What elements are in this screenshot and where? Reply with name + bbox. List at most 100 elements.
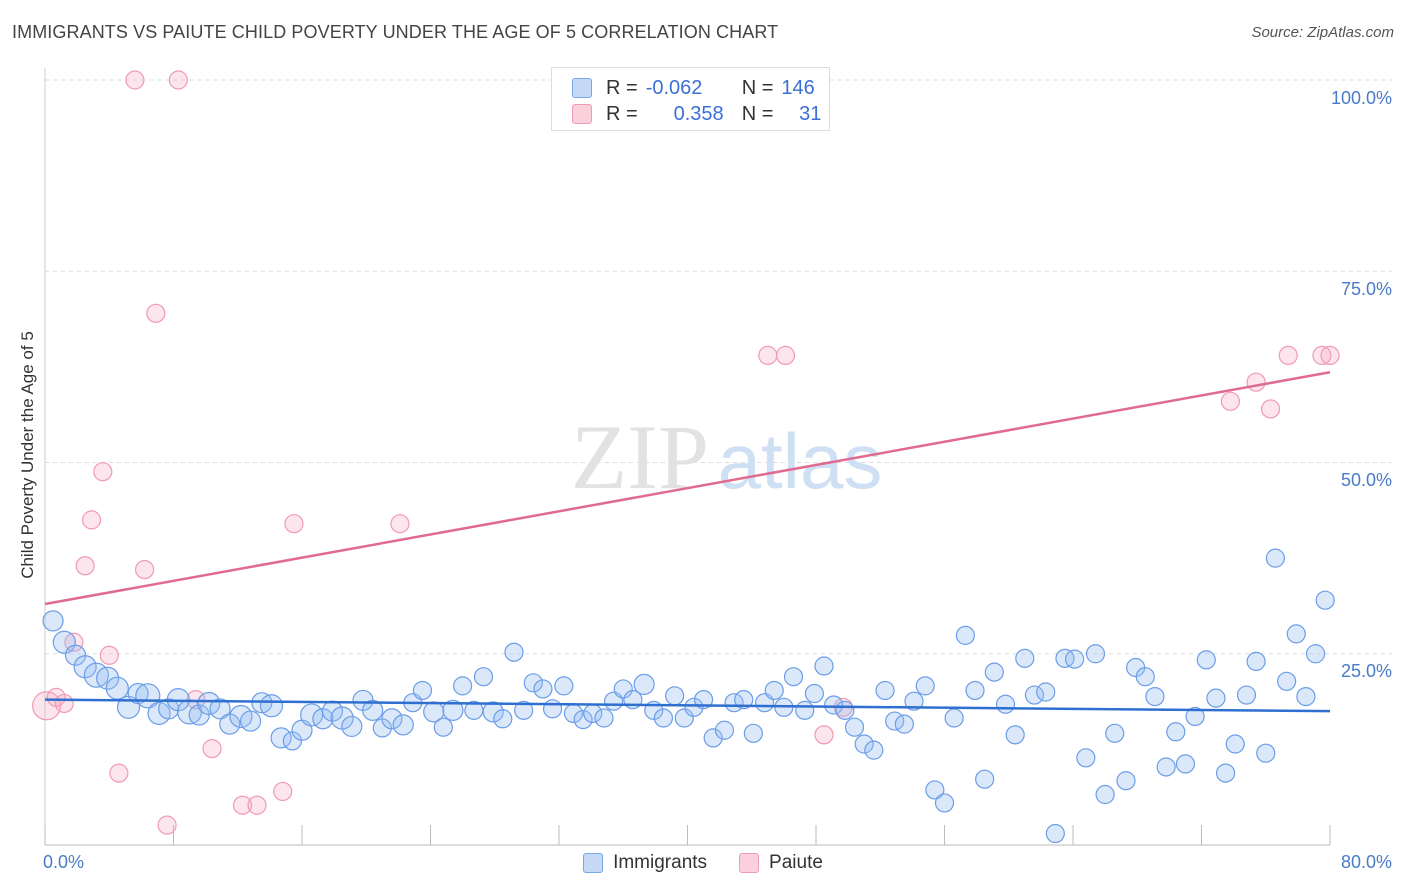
watermark-atlas: atlas	[718, 417, 883, 505]
immigrants-point	[1246, 651, 1266, 672]
immigrants-point	[453, 676, 473, 696]
immigrants-point	[674, 708, 694, 728]
paiute-point	[202, 739, 222, 759]
x-tick-min: 0.0%	[43, 852, 85, 872]
paiute-point	[168, 70, 188, 90]
paiute-point	[109, 763, 129, 783]
immigrants-point	[1296, 686, 1316, 707]
paiute-point	[125, 70, 145, 90]
paiute-point	[1312, 345, 1332, 365]
immigrants-point	[542, 699, 563, 719]
immigrants-point	[1076, 748, 1096, 768]
immigrants-point	[533, 679, 553, 699]
paiute-point	[232, 795, 253, 815]
legend-row-immigrants: R = -0.062 N = 146	[572, 75, 815, 101]
y-tick-50: 50.0%	[1340, 470, 1392, 490]
paiute-n-value: 31	[799, 102, 822, 125]
immigrants-point	[158, 698, 180, 720]
paiute-point	[758, 345, 778, 365]
immigrants-point	[229, 704, 253, 729]
immigrants-point	[1055, 648, 1075, 668]
immigrants-point	[975, 769, 995, 789]
immigrants-point	[594, 708, 614, 728]
immigrants-point	[894, 714, 914, 734]
immigrants-point	[1036, 682, 1056, 702]
immigrants-point	[904, 691, 924, 711]
immigrants-point	[764, 680, 784, 701]
immigrants-point	[835, 700, 855, 720]
immigrants-point	[523, 673, 543, 693]
immigrants-point	[944, 708, 964, 728]
watermark-zip: ZIP	[571, 406, 709, 508]
immigrants-point	[493, 709, 513, 729]
paiute-point	[390, 514, 410, 534]
immigrants-legend-label: Immigrants	[613, 852, 708, 873]
immigrants-point	[1156, 757, 1176, 777]
immigrants-point	[875, 680, 895, 701]
immigrants-r-value: -0.062	[645, 76, 703, 99]
paiute-point	[93, 462, 113, 482]
paiute-point	[54, 693, 74, 714]
immigrants-point	[341, 715, 363, 738]
immigrants-point	[1286, 624, 1306, 644]
paiute-point	[1320, 345, 1340, 365]
immigrants-point	[1135, 667, 1155, 687]
paiute-point	[247, 795, 267, 815]
immigrants-point	[1256, 743, 1276, 763]
immigrants-point	[554, 676, 574, 696]
immigrants-point	[1206, 688, 1226, 708]
immigrants-point	[1265, 548, 1285, 568]
immigrants-point	[734, 690, 754, 710]
immigrants-point	[1215, 763, 1236, 783]
immigrants-r-label: R =	[606, 76, 638, 99]
y-axis-label: Child Poverty Under the Age of 5	[18, 331, 37, 579]
immigrants-point	[1236, 685, 1257, 705]
immigrants-point	[1045, 823, 1065, 844]
immigrants-n-label: N =	[741, 76, 774, 99]
paiute-trend-line	[44, 370, 1331, 606]
immigrants-point	[804, 683, 824, 704]
immigrants-point	[392, 714, 414, 736]
immigrants-point	[147, 701, 171, 726]
immigrants-point	[1145, 686, 1165, 707]
immigrants-point	[684, 697, 704, 717]
paiute-point	[1260, 399, 1281, 419]
paiute-r-value: 0.358	[673, 102, 724, 125]
immigrants-point	[653, 708, 674, 728]
immigrants-point	[1166, 722, 1186, 742]
immigrants-point	[105, 676, 129, 700]
immigrants-point	[844, 717, 865, 737]
immigrants-point	[504, 642, 524, 662]
immigrants-point	[824, 695, 844, 715]
paiute-point	[146, 303, 166, 323]
immigrants-point	[209, 698, 231, 720]
paiute-point	[75, 556, 95, 576]
immigrants-point	[1065, 649, 1085, 669]
immigrants-point	[433, 717, 453, 737]
immigrants-point	[1005, 725, 1025, 745]
immigrants-point	[814, 656, 834, 676]
immigrants-point	[1185, 706, 1205, 727]
immigrants-point	[573, 709, 593, 730]
immigrants-point	[1225, 734, 1245, 754]
y-tick-100: 100.0%	[1330, 88, 1392, 108]
immigrants-point	[1095, 784, 1115, 805]
immigrants-point	[362, 699, 384, 721]
trend-lines	[44, 370, 1331, 713]
immigrants-point	[1085, 644, 1106, 664]
immigrants-point	[995, 694, 1016, 714]
x-tick-max: 80.0%	[1340, 852, 1392, 872]
immigrants-point	[795, 700, 815, 720]
immigrants-point	[934, 793, 955, 813]
immigrants-point	[1175, 754, 1196, 774]
immigrants-legend-swatch	[583, 853, 604, 873]
immigrants-point	[714, 720, 735, 740]
immigrants-swatch	[572, 78, 592, 98]
paiute-n-label: N =	[741, 102, 774, 125]
immigrants-point	[613, 679, 633, 699]
immigrants-n-value: 146	[781, 76, 815, 99]
legend-item-immigrants: Immigrants	[583, 852, 707, 874]
immigrants-point	[197, 691, 221, 716]
paiute-point	[814, 725, 834, 745]
